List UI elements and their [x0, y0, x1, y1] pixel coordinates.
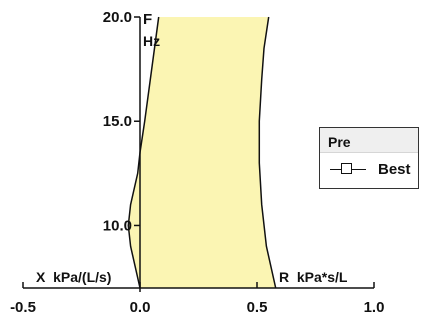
reactance-curve	[127, 16, 160, 289]
x-tick-label: 1.0	[364, 299, 385, 316]
y-tick-label: 15.0	[103, 113, 132, 130]
x-tick-label: -0.5	[10, 299, 36, 316]
y-axis-unit: Hz	[143, 33, 160, 49]
y-ticks: 10.0 15.0 20.0	[103, 9, 140, 234]
x-axis-label-resistance: R kPa*s/L	[279, 269, 348, 285]
open-square-marker-icon	[341, 163, 352, 174]
x-tick-label: 0.0	[130, 299, 151, 316]
legend-entry: Best	[320, 153, 418, 187]
legend-title: Pre	[320, 128, 418, 153]
y-tick-label: 10.0	[103, 217, 132, 234]
resistance-curve	[258, 16, 277, 289]
legend: Pre Best	[319, 127, 419, 189]
x-axis-label-reactance: X kPa/(L/s)	[36, 269, 111, 285]
legend-entry-label: Best	[378, 161, 411, 178]
band-fill	[128, 17, 276, 288]
y-axis-label: F	[143, 11, 152, 28]
x-ticks: -0.5 0.0 0.5 1.0	[10, 282, 384, 316]
x-tick-label: 0.5	[247, 299, 268, 316]
y-tick-label: 20.0	[103, 9, 132, 26]
